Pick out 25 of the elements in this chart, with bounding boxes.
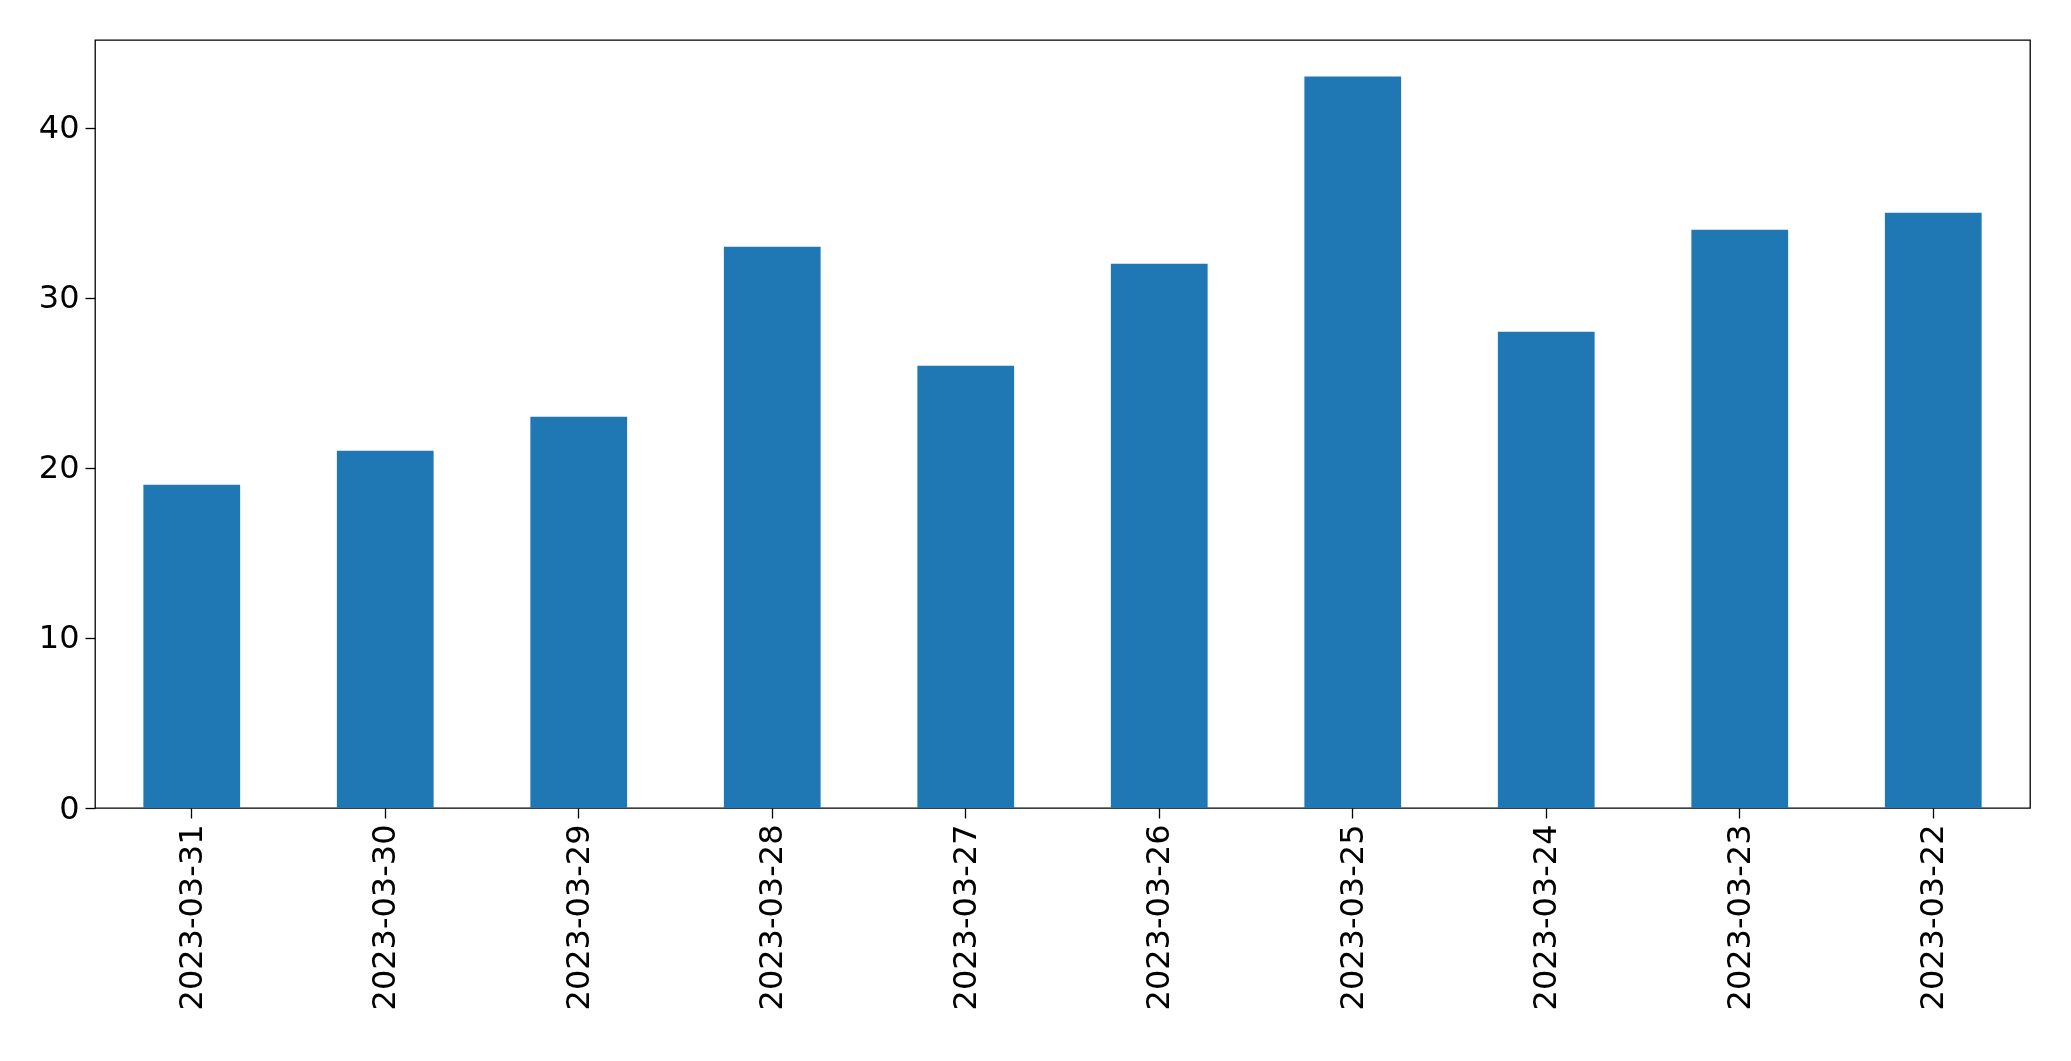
x-tick-label: 2023-03-25 [1332,824,1371,1011]
bar [1304,76,1402,808]
x-tick-label: 2023-03-28 [752,824,791,1011]
y-tick-label: 0 [59,788,80,827]
bar [917,365,1015,808]
x-tick-label: 2023-03-23 [1719,824,1758,1011]
bar [336,450,434,808]
x-tick-label: 2023-03-26 [1139,824,1178,1011]
y-tick-label: 10 [38,618,80,657]
y-tick-label: 40 [38,108,80,147]
y-tick-label: 30 [38,278,80,317]
x-tick-label: 2023-03-30 [365,824,404,1011]
x-tick-label: 2023-03-29 [558,824,597,1011]
bar [1884,212,1982,808]
y-tick-label: 20 [38,448,80,487]
bar [143,484,241,808]
x-tick-label: 2023-03-22 [1913,824,1952,1011]
bar [1110,263,1208,808]
x-tick-label: 2023-03-27 [945,824,984,1011]
bar [1691,229,1789,808]
x-tick-label: 2023-03-31 [171,824,210,1011]
bar [723,246,821,808]
bar [530,416,628,808]
x-tick-label: 2023-03-24 [1526,824,1565,1011]
bar [1497,331,1595,808]
